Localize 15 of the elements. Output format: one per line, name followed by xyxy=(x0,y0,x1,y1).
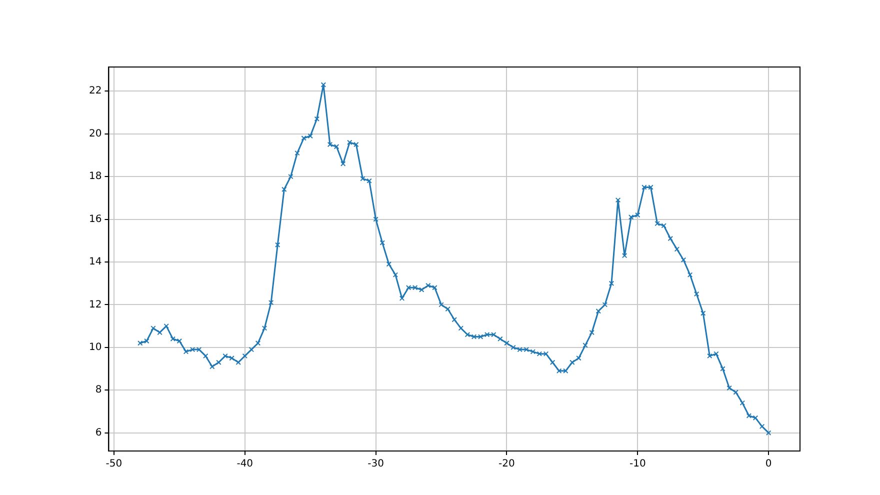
x-tick-label: 0 xyxy=(765,458,772,470)
x-tick-label: -50 xyxy=(106,458,122,470)
x-tick-label: -20 xyxy=(498,458,515,470)
y-tick-label: 6 xyxy=(95,427,102,438)
y-tick-label: 22 xyxy=(88,86,102,97)
x-tick-label: -10 xyxy=(629,458,646,470)
y-tick-label: 16 xyxy=(88,214,102,225)
x-tick-label: -30 xyxy=(368,458,384,470)
y-tick-label: 20 xyxy=(88,128,102,140)
y-tick-label: 14 xyxy=(88,256,102,268)
x-tick-label: -40 xyxy=(236,458,254,470)
y-tick-label: 10 xyxy=(88,342,102,354)
y-tick-label: 18 xyxy=(88,171,102,182)
y-tick-label: 8 xyxy=(95,384,102,396)
y-tick-label: 12 xyxy=(88,299,102,310)
